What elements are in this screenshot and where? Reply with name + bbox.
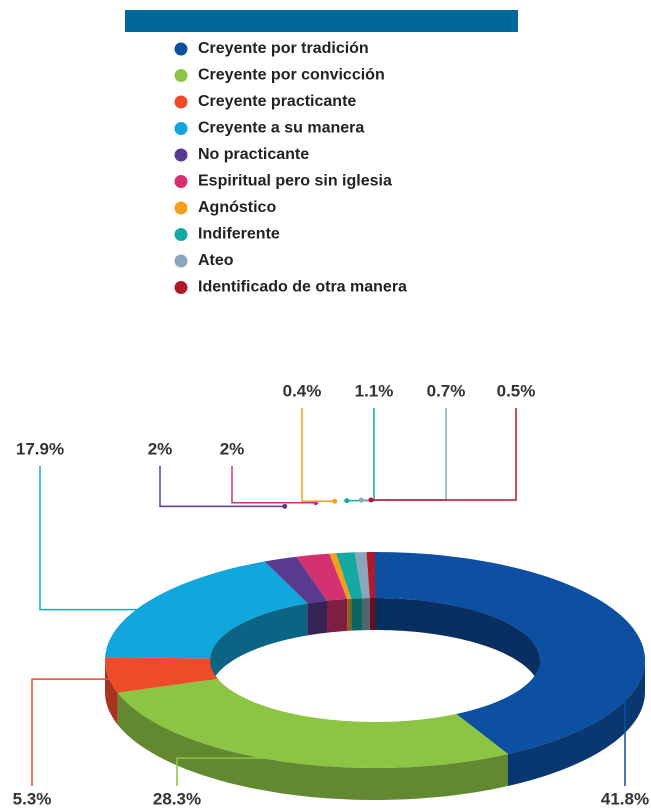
leader-line xyxy=(346,408,375,502)
slice-inner-side xyxy=(369,598,375,630)
leader-dot xyxy=(368,497,374,503)
legend-label: Creyente por tradición xyxy=(198,40,369,57)
legend-marker xyxy=(174,42,188,56)
leader-dot xyxy=(621,637,627,643)
leader-dot xyxy=(358,497,364,503)
leader-dot xyxy=(332,498,338,504)
legend-marker xyxy=(174,148,188,162)
leader-line xyxy=(301,408,335,502)
data-label: 0.7% xyxy=(427,381,466,400)
slice-side xyxy=(117,692,508,800)
slice xyxy=(336,552,363,599)
data-label: 17.9% xyxy=(16,439,64,458)
data-label: 0.4% xyxy=(283,381,322,400)
legend-marker xyxy=(174,175,188,188)
legend-label: Creyente por convicción xyxy=(198,67,385,84)
slice-inner-side xyxy=(347,598,352,631)
slice xyxy=(105,657,218,693)
data-label: 2% xyxy=(148,439,173,458)
slice-inner-side xyxy=(327,598,348,633)
leader-dot xyxy=(344,498,350,504)
legend-label: Ateo xyxy=(198,252,234,269)
leader-line xyxy=(370,408,517,501)
slice xyxy=(375,552,645,754)
data-label: 1.1% xyxy=(355,381,394,400)
leader-line xyxy=(31,678,121,786)
slice xyxy=(117,678,508,768)
leader-line xyxy=(39,466,161,611)
slice-inner-side xyxy=(362,598,370,631)
leader-dot xyxy=(278,755,284,761)
leader-dot xyxy=(282,503,288,509)
slice xyxy=(264,556,327,604)
legend-marker xyxy=(174,95,188,109)
legend-marker xyxy=(174,228,188,241)
data-label: 41.8% xyxy=(601,789,649,808)
slice xyxy=(296,553,348,601)
data-label: 28.3% xyxy=(153,789,201,808)
slice-inner-side xyxy=(375,598,540,692)
slice-side xyxy=(508,660,645,786)
leader-line xyxy=(231,466,316,504)
legend-label: Identificado de otra manera xyxy=(198,279,407,296)
data-label: 5.3% xyxy=(13,789,52,808)
legend-label: Indiferente xyxy=(198,226,280,243)
leader-line xyxy=(176,757,281,786)
header-bar xyxy=(125,10,518,32)
slice xyxy=(354,552,370,599)
leader-line xyxy=(159,466,285,508)
slice-inner-side xyxy=(351,598,363,631)
slice-inner-side xyxy=(307,600,327,636)
legend-label: Agnóstico xyxy=(198,199,276,216)
data-label: 2% xyxy=(220,439,245,458)
legend-marker xyxy=(174,281,188,294)
legend-marker xyxy=(174,122,188,135)
legend-label: No practicante xyxy=(198,146,309,163)
legend-marker xyxy=(174,201,188,215)
legend-label: Espiritual pero sin iglesia xyxy=(198,173,392,190)
leader-dot xyxy=(117,676,123,682)
legend-label: Creyente a su manera xyxy=(198,120,364,137)
legend-label: Creyente practicante xyxy=(198,93,356,110)
data-label: 0.5% xyxy=(497,381,536,400)
slice-side xyxy=(105,660,118,725)
slice xyxy=(329,553,352,599)
slice-inner-side xyxy=(210,603,308,691)
slice xyxy=(366,552,375,598)
legend-marker xyxy=(174,254,188,268)
legend-marker xyxy=(174,69,188,82)
leader-dot xyxy=(158,607,164,613)
slice xyxy=(105,561,308,659)
